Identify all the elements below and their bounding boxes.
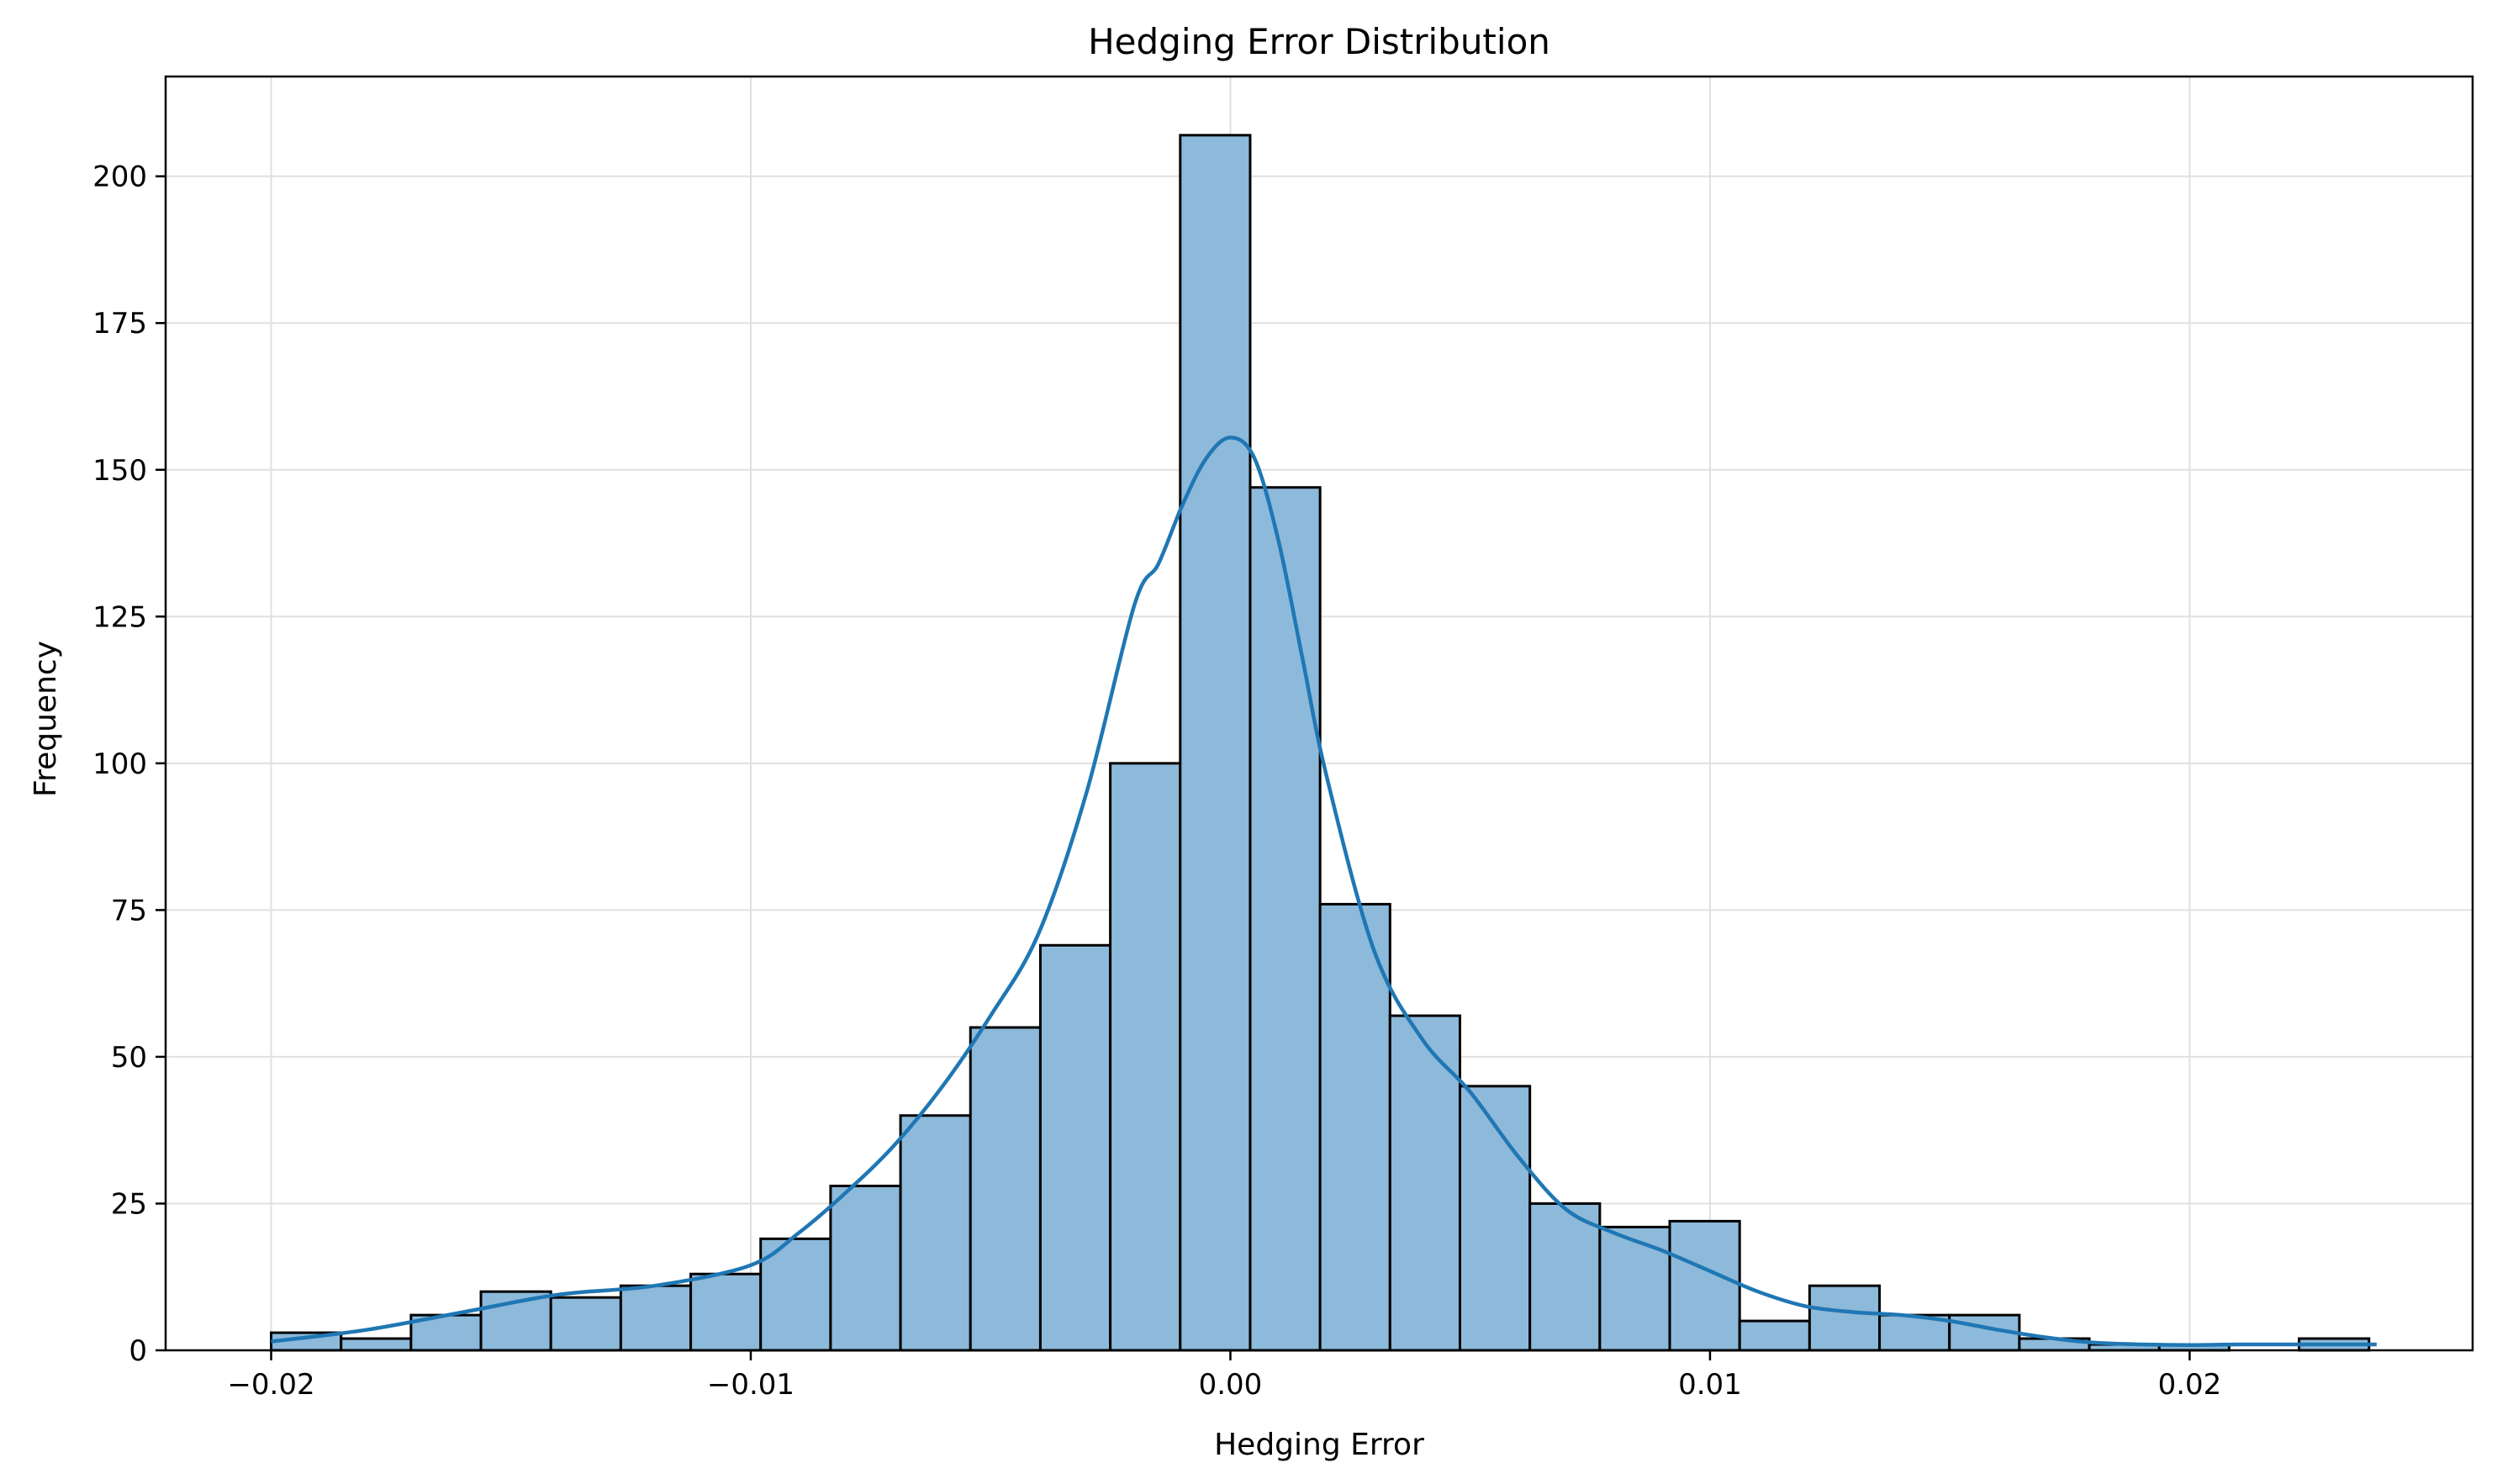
histogram-bar <box>829 1185 902 1352</box>
histogram-bar <box>1598 1225 1671 1352</box>
y-tick-label: 50 <box>111 1041 147 1075</box>
histogram-bar <box>689 1272 763 1352</box>
y-axis-ticks: 0 25 50 75 100 125 150 175 200 <box>92 161 166 1368</box>
chart-title: Hedging Error Distribution <box>1088 21 1550 62</box>
histogram-bar <box>899 1114 972 1352</box>
histogram-bar <box>619 1284 693 1352</box>
histogram-bar <box>1738 1319 1811 1352</box>
x-tick-label: 0.02 <box>2158 1368 2222 1402</box>
y-tick-label: 100 <box>92 747 147 781</box>
y-tick-label: 175 <box>92 307 147 341</box>
x-tick-label: −0.01 <box>707 1368 794 1402</box>
kde-curve <box>271 436 2377 1347</box>
histogram-bars <box>270 134 2371 1352</box>
plot-frame <box>164 75 2474 1352</box>
y-tick-label: 150 <box>92 454 147 488</box>
histogram-bar <box>1458 1085 1532 1352</box>
x-axis-ticks: −0.02 −0.01 0.00 0.01 0.02 <box>227 1350 2221 1402</box>
x-axis-label: Hedging Error <box>1214 1428 1424 1462</box>
y-tick-label: 125 <box>92 600 147 634</box>
y-tick-label: 0 <box>129 1334 147 1368</box>
histogram-bar <box>549 1296 622 1352</box>
y-tick-label: 25 <box>111 1187 147 1221</box>
histogram-bar <box>1038 943 1112 1352</box>
histogram-bar <box>1318 902 1391 1352</box>
histogram-bar <box>1388 1014 1461 1352</box>
histogram-bar <box>1248 486 1322 1352</box>
histogram-bar <box>1179 134 1252 1352</box>
histogram-bar <box>340 1337 413 1352</box>
x-tick-label: 0.00 <box>1199 1368 1263 1402</box>
x-tick-label: 0.01 <box>1678 1368 1742 1402</box>
histogram-bar <box>1109 762 1182 1352</box>
histogram-bar <box>1528 1201 1602 1352</box>
y-tick-label: 75 <box>111 894 147 927</box>
histogram-bar <box>1808 1284 1882 1352</box>
histogram-bar <box>969 1026 1042 1352</box>
y-tick-label: 200 <box>92 161 147 194</box>
x-tick-label: −0.02 <box>227 1368 314 1402</box>
y-axis-label: Frequency <box>29 641 63 797</box>
histogram-bar <box>1668 1219 1741 1352</box>
